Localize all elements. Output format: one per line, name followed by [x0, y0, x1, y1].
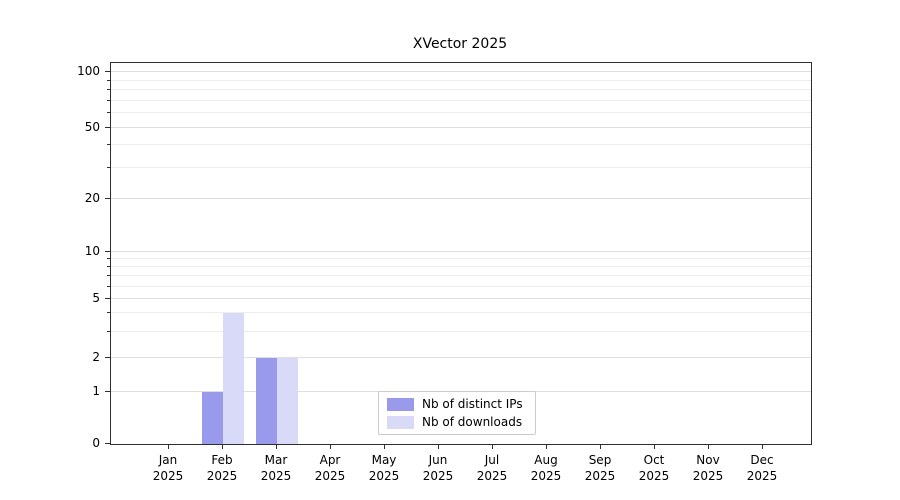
y-tick-mark — [105, 127, 110, 128]
y-minor-tick-mark — [107, 89, 110, 90]
gridline-minor — [111, 79, 811, 81]
y-tick-mark — [105, 71, 110, 72]
y-minor-tick-mark — [107, 331, 110, 332]
gridline-minor — [111, 275, 811, 277]
x-tick-mark — [276, 444, 277, 449]
x-tick-mark — [708, 444, 709, 449]
y-minor-tick-mark — [107, 258, 110, 259]
x-tick-mark — [330, 444, 331, 449]
x-tick-mark — [384, 444, 385, 449]
x-tick-mark — [222, 444, 223, 449]
y-tick-label: 20 — [84, 191, 100, 205]
y-tick-mark — [105, 251, 110, 252]
y-tick-label: 0 — [92, 436, 100, 450]
y-tick-mark — [105, 443, 110, 444]
bar-distinct-ips — [256, 358, 277, 444]
y-minor-tick-mark — [107, 286, 110, 287]
y-minor-tick-mark — [107, 312, 110, 313]
legend-swatch-downloads — [387, 415, 414, 429]
chart-title: XVector 2025 — [412, 36, 508, 52]
gridline-major — [111, 298, 811, 299]
y-minor-tick-mark — [107, 144, 110, 145]
gridline-minor — [111, 144, 811, 146]
x-tick-label: Jul 2025 — [476, 453, 508, 483]
x-tick-mark — [762, 444, 763, 449]
y-minor-tick-mark — [107, 112, 110, 113]
gridline-major — [111, 71, 811, 72]
y-minor-tick-mark — [107, 100, 110, 101]
y-minor-tick-mark — [107, 275, 110, 276]
y-minor-tick-mark — [107, 80, 110, 81]
gridline-minor — [111, 166, 811, 168]
legend-label: Nb of downloads — [422, 415, 523, 429]
x-tick-mark — [654, 444, 655, 449]
x-tick-mark — [600, 444, 601, 449]
legend-item-distinct-ips: Nb of distinct IPs — [387, 397, 523, 411]
bar-distinct-ips — [202, 392, 223, 444]
gridline-minor — [111, 285, 811, 287]
gridline-minor — [111, 266, 811, 268]
x-tick-mark — [168, 444, 169, 449]
gridline-major — [111, 357, 811, 358]
gridline-minor — [111, 312, 811, 314]
y-tick-label: 5 — [92, 291, 100, 305]
x-tick-label: May 2025 — [368, 453, 400, 483]
y-tick-mark — [105, 357, 110, 358]
gridline-minor — [111, 330, 811, 332]
gridline-minor — [111, 112, 811, 114]
gridline-major — [111, 251, 811, 252]
x-tick-mark — [492, 444, 493, 449]
bar-downloads — [277, 358, 298, 444]
y-minor-tick-mark — [107, 266, 110, 267]
x-tick-label: Feb 2025 — [206, 453, 238, 483]
x-tick-label: Oct 2025 — [638, 453, 670, 483]
x-tick-label: Jun 2025 — [422, 453, 454, 483]
x-tick-label: Aug 2025 — [530, 453, 562, 483]
x-tick-label: Jan 2025 — [152, 453, 184, 483]
y-tick-mark — [105, 298, 110, 299]
x-tick-label: Dec 2025 — [746, 453, 778, 483]
gridline-minor — [111, 89, 811, 91]
gridline-minor — [111, 99, 811, 101]
y-tick-label: 2 — [92, 350, 100, 364]
x-tick-mark — [438, 444, 439, 449]
y-tick-mark — [105, 198, 110, 199]
y-tick-label: 50 — [84, 120, 100, 134]
y-tick-label: 10 — [84, 244, 100, 258]
plot-area — [110, 62, 812, 445]
y-tick-label: 1 — [92, 384, 100, 398]
gridline-minor — [111, 258, 811, 260]
x-tick-label: Mar 2025 — [260, 453, 292, 483]
y-tick-mark — [105, 391, 110, 392]
bar-downloads — [223, 313, 244, 444]
x-tick-label: Apr 2025 — [314, 453, 346, 483]
legend-swatch-distinct-ips — [387, 397, 414, 411]
gridline-major — [111, 198, 811, 199]
y-tick-label: 100 — [77, 64, 100, 78]
legend: Nb of distinct IPs Nb of downloads — [378, 391, 536, 435]
x-tick-mark — [546, 444, 547, 449]
legend-item-downloads: Nb of downloads — [387, 415, 523, 429]
x-tick-label: Sep 2025 — [584, 453, 616, 483]
x-tick-label: Nov 2025 — [692, 453, 724, 483]
y-minor-tick-mark — [107, 167, 110, 168]
legend-label: Nb of distinct IPs — [422, 397, 523, 411]
gridline-major — [111, 127, 811, 128]
